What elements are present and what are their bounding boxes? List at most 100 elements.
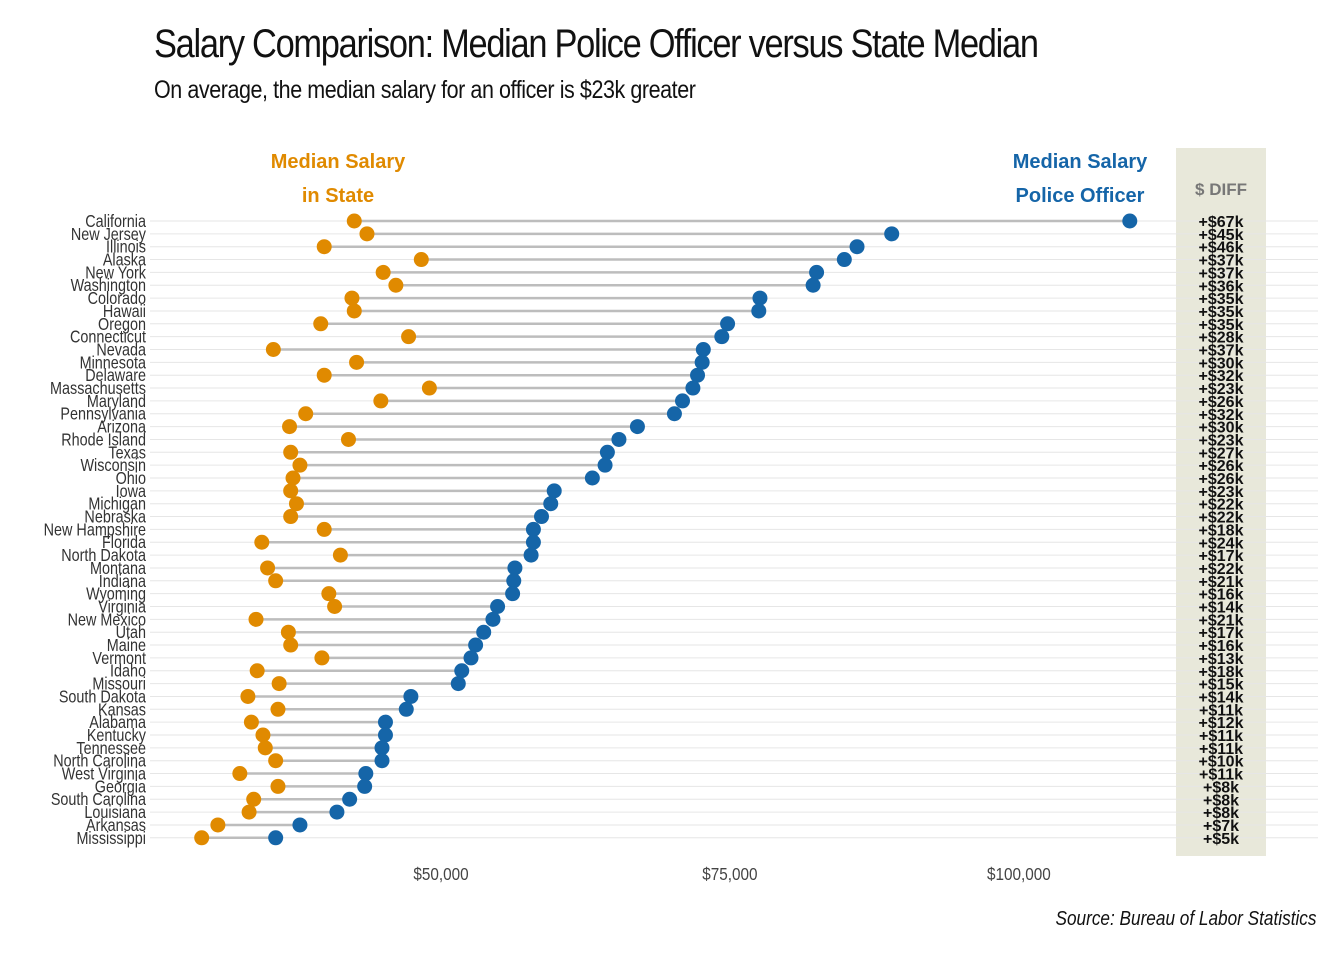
row-label: South Carolina <box>51 790 147 810</box>
row-label: Maryland <box>87 391 146 411</box>
state-point <box>349 354 365 370</box>
row-label: Montana <box>90 558 147 578</box>
state-point <box>298 406 314 422</box>
diff-label: +$26k <box>1199 471 1244 488</box>
diff-label: +$14k <box>1199 689 1244 706</box>
row-label: Virginia <box>98 597 147 617</box>
state-point <box>283 444 299 460</box>
row-label: Mississippi <box>76 828 146 848</box>
state-point <box>359 226 375 242</box>
row-label: Tennessee <box>76 738 146 758</box>
state-point <box>246 791 262 807</box>
diff-label: +$23k <box>1199 484 1244 501</box>
state-point <box>240 688 256 704</box>
diff-label: +$32k <box>1199 407 1244 424</box>
state-point <box>388 277 404 293</box>
row-label: Pennsylvania <box>60 404 146 424</box>
state-point <box>270 701 286 717</box>
diff-label: +$17k <box>1199 548 1244 565</box>
officer-point <box>403 688 419 704</box>
officer-point <box>629 419 645 435</box>
row-label: Utah <box>116 623 146 643</box>
officer-point <box>525 521 541 537</box>
x-tick-label: $75,000 <box>702 864 757 884</box>
diff-label: +$8k <box>1203 805 1239 822</box>
officer-point <box>720 316 736 332</box>
officer-point <box>490 599 506 614</box>
diff-label: +$21k <box>1199 612 1244 629</box>
diff-label: +$24k <box>1199 535 1244 552</box>
state-point <box>346 213 362 229</box>
state-point <box>413 252 429 268</box>
officer-point <box>1122 213 1138 229</box>
officer-point <box>543 496 559 512</box>
legend-state-line2: in State <box>302 185 374 207</box>
state-point <box>249 663 265 679</box>
diff-label: +$16k <box>1199 587 1244 604</box>
row-label: New York <box>85 263 147 283</box>
diff-label: +$8k <box>1203 792 1239 809</box>
officer-point <box>849 239 865 255</box>
officer-point <box>476 624 492 640</box>
diff-label: +$11k <box>1199 702 1243 719</box>
state-point <box>373 393 389 409</box>
officer-point <box>374 753 390 769</box>
row-label: New Hampshire <box>44 520 146 540</box>
state-point <box>257 740 273 756</box>
diff-label: +$23k <box>1199 432 1244 449</box>
officer-point <box>534 509 550 525</box>
diff-label: +$27k <box>1199 445 1244 462</box>
diff-column-background <box>1176 148 1266 856</box>
row-label: New Mexico <box>68 610 146 630</box>
diff-label: +$46k <box>1199 240 1244 257</box>
state-point <box>241 804 257 820</box>
officer-point <box>374 740 390 756</box>
row-label: Massachusetts <box>50 379 146 399</box>
officer-point <box>809 264 825 280</box>
officer-point <box>342 791 358 807</box>
diff-label: +$67k <box>1199 214 1244 231</box>
state-point <box>232 766 248 782</box>
diff-label: +$30k <box>1199 420 1244 437</box>
officer-point <box>836 252 852 268</box>
diff-label: +$15k <box>1199 677 1244 694</box>
chart-subtitle: On average, the median salary for an off… <box>154 76 696 104</box>
row-label: Connecticut <box>70 327 146 347</box>
officer-point <box>666 406 682 422</box>
row-label: Washington <box>71 276 146 296</box>
state-point <box>210 817 226 833</box>
row-label: Minnesota <box>80 353 147 373</box>
officer-point <box>507 560 523 576</box>
diff-label: +$26k <box>1199 458 1244 475</box>
diff-labels: +$67k+$45k+$46k+$37k+$37k+$36k+$35k+$35k… <box>1199 214 1244 848</box>
officer-point <box>884 226 900 242</box>
officer-point <box>292 817 308 833</box>
row-label: Hawaii <box>103 301 146 321</box>
row-label: Michigan <box>88 494 146 514</box>
row-label: Iowa <box>116 481 147 501</box>
diff-label: +$32k <box>1199 368 1244 385</box>
row-label: Alaska <box>103 250 147 270</box>
officer-point <box>805 277 821 293</box>
row-label: Maine <box>107 636 146 656</box>
x-tick-label: $50,000 <box>413 864 468 884</box>
row-label: Colorado <box>88 289 146 309</box>
diff-label: +$8k <box>1203 779 1239 796</box>
state-point <box>194 830 210 846</box>
state-point <box>255 727 271 743</box>
state-point <box>401 329 417 345</box>
row-label: Georgia <box>95 777 147 797</box>
legend-state-line1: Median Salary <box>271 151 406 173</box>
row-label: Alabama <box>89 713 147 733</box>
state-point <box>283 637 299 653</box>
state-point <box>340 431 356 447</box>
state-point <box>282 419 298 435</box>
diff-label: +$37k <box>1199 265 1244 282</box>
state-point <box>332 547 348 563</box>
diff-label: +$22k <box>1199 510 1244 527</box>
officer-point <box>599 444 615 460</box>
officer-point <box>714 329 730 345</box>
state-point <box>271 676 287 692</box>
diff-label: +$5k <box>1203 831 1239 848</box>
